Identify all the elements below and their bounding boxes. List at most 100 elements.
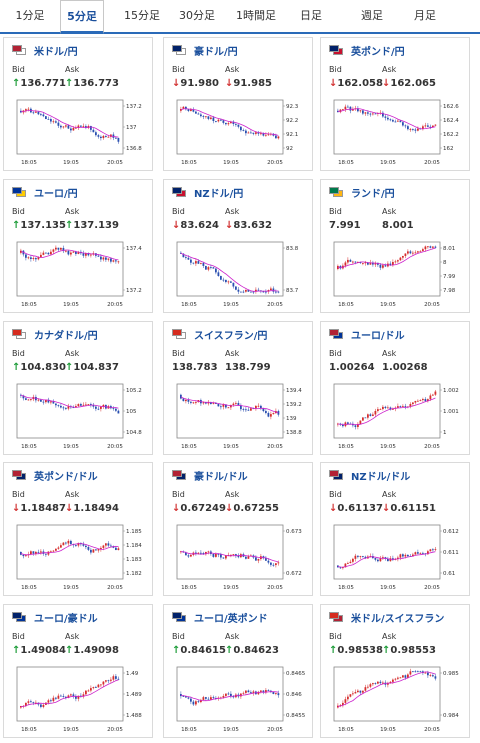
price-chart[interactable]: 1.49 1.489 1.488 18:05 19:05 20:05	[11, 663, 145, 735]
pair-name-link[interactable]: カナダドル/円	[34, 330, 98, 342]
pair-name-link[interactable]: NZドル/ドル	[351, 471, 411, 483]
currency-card[interactable]: 豪ドル/ドル Bid Ask ↓0.67249 ↓0.67255 0.673 0.672 18…	[163, 462, 313, 596]
candle-body	[45, 252, 47, 254]
pair-name-link[interactable]: ランド/円	[351, 188, 395, 200]
candle-body	[67, 406, 70, 409]
pair-name-link[interactable]: 米ドル/スイスフラン	[351, 613, 445, 625]
card-header[interactable]: ユーロ/円	[12, 185, 78, 200]
price-chart[interactable]: 8.01 8 7.99 7.98 18:05 19:05 20:05	[328, 238, 462, 310]
pair-name-link[interactable]: 英ポンド/ドル	[34, 471, 98, 483]
card-header[interactable]: ランド/円	[329, 185, 395, 200]
card-header[interactable]: カナダドル/円	[12, 327, 98, 342]
ask-label: Ask	[65, 349, 80, 358]
currency-card[interactable]: 英ポンド/円 Bid Ask ↓162.058 ↓162.065 162.6 162.4 16…	[320, 37, 470, 171]
candle-body	[232, 403, 235, 405]
candle-body	[190, 259, 192, 263]
currency-card[interactable]: NZドル/ドル Bid Ask ↓0.61137 ↓0.61151 0.612 0.611 0…	[320, 462, 470, 596]
candle-body	[42, 704, 45, 707]
currency-card[interactable]: ユーロ/円 Bid Ask ↑137.135 ↑137.139 137.4 137.2 18:…	[3, 179, 153, 313]
price-chart[interactable]: 1.185 1.184 1.183 1.182 18:05 19:05 20:05	[11, 521, 145, 593]
pair-name-link[interactable]: NZドル/円	[194, 188, 244, 200]
card-header[interactable]: 米ドル/スイスフラン	[329, 610, 445, 625]
candle-body	[434, 246, 437, 248]
candle-body	[399, 677, 402, 679]
currency-card[interactable]: 米ドル/円 Bid Ask ↑136.771 ↑136.773 137.2 137 136.8…	[3, 37, 153, 171]
card-header[interactable]: 豪ドル/ドル	[172, 468, 248, 483]
card-header[interactable]: スイスフラン/円	[172, 327, 268, 342]
candle-body	[210, 402, 212, 404]
tab-15min[interactable]: 15分足	[124, 9, 160, 22]
candle-body	[272, 691, 275, 695]
pair-name-link[interactable]: ユーロ/豪ドル	[34, 613, 98, 625]
price-chart[interactable]: 137.4 137.2 18:05 19:05 20:05	[11, 238, 145, 310]
price-chart[interactable]: 92.3 92.2 92.1 92 18:05 19:05 20:05	[171, 96, 305, 168]
candle-body	[434, 676, 437, 679]
candle-body	[100, 547, 102, 550]
tab-5min[interactable]: 5分足	[60, 0, 104, 34]
currency-card[interactable]: NZドル/円 Bid Ask ↓83.624 ↓83.632 83.8 83.7 18:05 1…	[163, 179, 313, 313]
currency-card[interactable]: 米ドル/スイスフラン Bid Ask ↑0.98538 ↑0.98553 0.985 0.9…	[320, 604, 470, 738]
tab-daily[interactable]: 日足	[300, 9, 322, 22]
pair-name-link[interactable]: 豪ドル/ドル	[194, 471, 248, 483]
currency-card[interactable]: ランド/円 Bid Ask 7.991 8.001 8.01 8 7.99 7.98 18:05 1…	[320, 179, 470, 313]
pair-name-link[interactable]: 英ポンド/円	[351, 46, 405, 58]
candle-body	[354, 425, 357, 427]
y-tick-label: 105.2	[126, 388, 142, 394]
card-header[interactable]: ユーロ/英ポンド	[172, 610, 268, 625]
candle-body	[57, 247, 60, 250]
currency-card[interactable]: カナダドル/円 Bid Ask ↑104.830 ↑104.837 105.2 105 104…	[3, 321, 153, 455]
candle-body	[207, 267, 210, 270]
currency-card[interactable]: ユーロ/ドル Bid Ask 1.00264 1.00268 1.002 1.001 1 18:…	[320, 321, 470, 455]
card-header[interactable]: NZドル/円	[172, 185, 244, 200]
tab-30min[interactable]: 30分足	[179, 9, 215, 22]
tab-1hour[interactable]: 1時間足	[236, 9, 276, 22]
tab-monthly[interactable]: 月足	[414, 9, 436, 22]
currency-card[interactable]: 豪ドル/円 Bid Ask ↓91.980 ↓91.985 92.3 92.2 92.1 92 1…	[163, 37, 313, 171]
candle-body	[40, 399, 42, 402]
card-header[interactable]: 米ドル/円	[12, 43, 78, 58]
currency-card[interactable]: 英ポンド/ドル Bid Ask ↓1.18487 ↓1.18494 1.185 1.184 1…	[3, 462, 153, 596]
currency-card[interactable]: ユーロ/豪ドル Bid Ask ↑1.49084 ↑1.49098 1.49 1.489 1.…	[3, 604, 153, 738]
pair-name-link[interactable]: ユーロ/円	[34, 188, 78, 200]
candle-body	[182, 106, 185, 110]
price-chart[interactable]: 0.673 0.672 18:05 19:05 20:05	[171, 521, 305, 593]
candle-body	[245, 130, 247, 134]
card-header[interactable]: 豪ドル/円	[172, 43, 238, 58]
card-header[interactable]: ユーロ/ドル	[329, 327, 405, 342]
candle-body	[117, 678, 120, 680]
price-chart[interactable]: 0.612 0.611 0.61 18:05 19:05 20:05	[328, 521, 462, 593]
pair-name-link[interactable]: 豪ドル/円	[194, 46, 238, 58]
tab-1min[interactable]: 1分足	[15, 9, 45, 22]
candle-body	[215, 403, 217, 405]
x-tick-label: 18:05	[21, 444, 37, 450]
candle-body	[337, 565, 339, 568]
pair-name-link[interactable]: ユーロ/英ポンド	[194, 613, 268, 625]
ask-value: ↑1.49098	[65, 645, 119, 656]
candle-body	[352, 261, 354, 263]
price-chart[interactable]: 0.985 0.984 18:05 19:05 20:05	[328, 663, 462, 735]
candle-body	[212, 553, 215, 557]
pair-name-link[interactable]: ユーロ/ドル	[351, 330, 405, 342]
price-chart[interactable]: 139.4 139.2 139 138.8 18:05 19:05 20:05	[171, 380, 305, 452]
x-tick-label: 19:05	[63, 160, 79, 166]
price-chart[interactable]: 1.002 1.001 1 18:05 19:05 20:05	[328, 380, 462, 452]
pair-name-link[interactable]: スイスフラン/円	[194, 330, 268, 342]
price-chart[interactable]: 162.6 162.4 162.2 162 18:05 19:05 20:05	[328, 96, 462, 168]
ask-label: Ask	[225, 490, 240, 499]
pair-name-link[interactable]: 米ドル/円	[34, 46, 78, 58]
y-tick-label: 83.7	[286, 288, 299, 294]
card-header[interactable]: ユーロ/豪ドル	[12, 610, 98, 625]
card-header[interactable]: 英ポンド/円	[329, 43, 405, 58]
card-header[interactable]: 英ポンド/ドル	[12, 468, 98, 483]
price-chart[interactable]: 83.8 83.7 18:05 19:05 20:05	[171, 238, 305, 310]
candle-body	[80, 404, 82, 406]
price-chart[interactable]: 0.8465 0.846 0.8455 18:05 19:05 20:05	[171, 663, 305, 735]
currency-card[interactable]: ユーロ/英ポンド Bid Ask ↑0.84615 ↑0.84623 0.8465 0.84…	[163, 604, 313, 738]
candle-body	[372, 414, 374, 416]
price-chart[interactable]: 137.2 137 136.8 18:05 19:05 20:05	[11, 96, 145, 168]
candle-body	[267, 134, 270, 136]
card-header[interactable]: NZドル/ドル	[329, 468, 411, 483]
price-chart[interactable]: 105.2 105 104.8 18:05 19:05 20:05	[11, 380, 145, 452]
tab-weekly[interactable]: 週足	[361, 9, 383, 22]
currency-card[interactable]: スイスフラン/円 Bid Ask 138.783 138.799 139.4 139.2 13…	[163, 321, 313, 455]
